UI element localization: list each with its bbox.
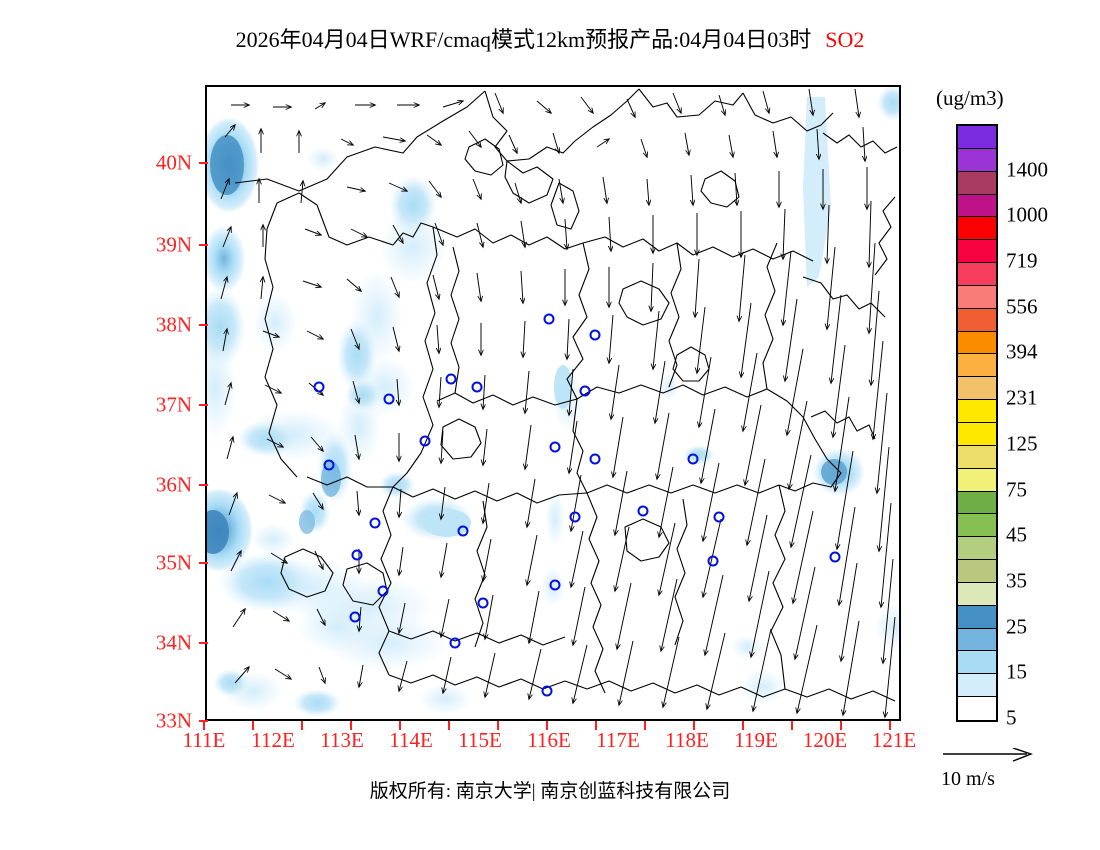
- ytick-label-36n: 36N: [155, 472, 192, 497]
- ytick-label-33n: 33N: [155, 708, 192, 733]
- colorbar-label-1000: 1000: [1006, 202, 1048, 227]
- xtick-label-117e: 117E: [596, 728, 640, 752]
- page-title-species: SO2: [825, 27, 865, 52]
- colorbar-band-21: [958, 605, 996, 629]
- colorbar-band-20: [958, 582, 996, 606]
- colorbar-label-1400: 1400: [1006, 157, 1048, 182]
- colorbar-band-3: [958, 194, 996, 218]
- xtick-label-120e: 120E: [802, 728, 848, 752]
- map-plot-area[interactable]: [199, 85, 901, 730]
- colorbar[interactable]: [956, 124, 998, 722]
- ytick-label-35n: 35N: [155, 550, 192, 575]
- ytick-label-40n: 40N: [155, 150, 192, 175]
- colorbar-label-556: 556: [1006, 294, 1038, 319]
- xtick-mark: [840, 721, 842, 730]
- colorbar-label-25: 25: [1006, 614, 1027, 639]
- xtick-mark: [644, 721, 646, 730]
- page-title: 2026年04月04日WRF/cmaq模式12km预报产品:04月04日03时 S…: [0, 22, 1100, 54]
- colorbar-band-14: [958, 445, 996, 469]
- station-markers[interactable]: [313, 313, 841, 697]
- colorbar-band-25: [958, 697, 996, 720]
- ytick-mark: [199, 642, 208, 644]
- colorbar-label-719: 719: [1006, 248, 1038, 273]
- colorbar-band-23: [958, 651, 996, 675]
- xtick-label-112e: 112E: [251, 728, 295, 752]
- colorbar-band-7: [958, 285, 996, 309]
- copyright-footer: 版权所有: 南京大学| 南京创蓝科技有限公司: [369, 781, 731, 802]
- colorbar-band-17: [958, 514, 996, 538]
- xtick-label-111e: 111E: [182, 728, 226, 752]
- colorbar-band-19: [958, 560, 996, 583]
- xtick-mark: [203, 721, 205, 730]
- wind-scale-label: 10 m/s: [941, 768, 995, 790]
- xtick-mark: [595, 721, 597, 730]
- map-canvas: [207, 87, 899, 719]
- colorbar-band-1: [958, 148, 996, 172]
- colorbar-band-18: [958, 537, 996, 561]
- colorbar-band-6: [958, 263, 996, 286]
- xtick-mark: [546, 721, 548, 730]
- ytick-label-39n: 39N: [155, 232, 192, 257]
- xtick-mark: [742, 721, 744, 730]
- colorbar-label-35: 35: [1006, 568, 1027, 593]
- xtick-label-116e: 116E: [527, 728, 571, 752]
- colorbar-band-15: [958, 468, 996, 492]
- ytick-mark: [199, 484, 208, 486]
- xtick-mark: [399, 721, 401, 730]
- xtick-mark: [350, 721, 352, 730]
- colorbar-band-24: [958, 674, 996, 698]
- ytick-label-37n: 37N: [155, 392, 192, 417]
- colorbar-band-10: [958, 354, 996, 378]
- colorbar-band-16: [958, 491, 996, 515]
- map-frame: [205, 85, 901, 721]
- xtick-mark: [448, 721, 450, 730]
- colorbar-label-15: 15: [1006, 659, 1027, 684]
- colorbar-label-231: 231: [1006, 385, 1038, 410]
- colorbar-units: (ug/m3): [936, 86, 1004, 110]
- ytick-mark: [199, 162, 208, 164]
- xtick-label-113e: 113E: [320, 728, 364, 752]
- colorbar-band-9: [958, 331, 996, 355]
- colorbar-band-5: [958, 240, 996, 264]
- xtick-label-115e: 115E: [458, 728, 502, 752]
- colorbar-band-22: [958, 628, 996, 652]
- ytick-label-34n: 34N: [155, 630, 192, 655]
- colorbar-label-5: 5: [1006, 705, 1017, 730]
- province-boundaries: [234, 88, 898, 702]
- ytick-mark: [199, 404, 208, 406]
- colorbar-band-8: [958, 308, 996, 332]
- colorbar-label-394: 394: [1006, 339, 1038, 364]
- xtick-mark: [791, 721, 793, 730]
- xtick-label-121e: 121E: [871, 728, 917, 752]
- colorbar-label-45: 45: [1006, 522, 1027, 547]
- colorbar-band-11: [958, 377, 996, 401]
- wind-scale-key: 10 m/s: [941, 747, 1091, 794]
- xtick-mark: [301, 721, 303, 730]
- colorbar-band-12: [958, 400, 996, 423]
- page-title-text: 2026年04月04日WRF/cmaq模式12km预报产品:04月04日03时: [235, 27, 812, 52]
- ytick-mark: [199, 562, 208, 564]
- xtick-mark: [497, 721, 499, 730]
- xtick-mark: [693, 721, 695, 730]
- xtick-mark: [889, 721, 891, 730]
- ytick-mark: [199, 244, 208, 246]
- wind-scale-arrow: [943, 747, 1034, 762]
- colorbar-label-75: 75: [1006, 477, 1027, 502]
- xtick-label-119e: 119E: [734, 728, 778, 752]
- xtick-mark: [252, 721, 254, 730]
- colorbar-band-0: [958, 126, 996, 149]
- xtick-label-118e: 118E: [665, 728, 709, 752]
- ytick-mark: [199, 324, 208, 326]
- colorbar-label-125: 125: [1006, 431, 1038, 456]
- xtick-label-114e: 114E: [389, 728, 433, 752]
- ytick-label-38n: 38N: [155, 312, 192, 337]
- colorbar-band-4: [958, 217, 996, 241]
- colorbar-band-2: [958, 171, 996, 195]
- concentration-field: [207, 87, 899, 717]
- colorbar-band-13: [958, 422, 996, 446]
